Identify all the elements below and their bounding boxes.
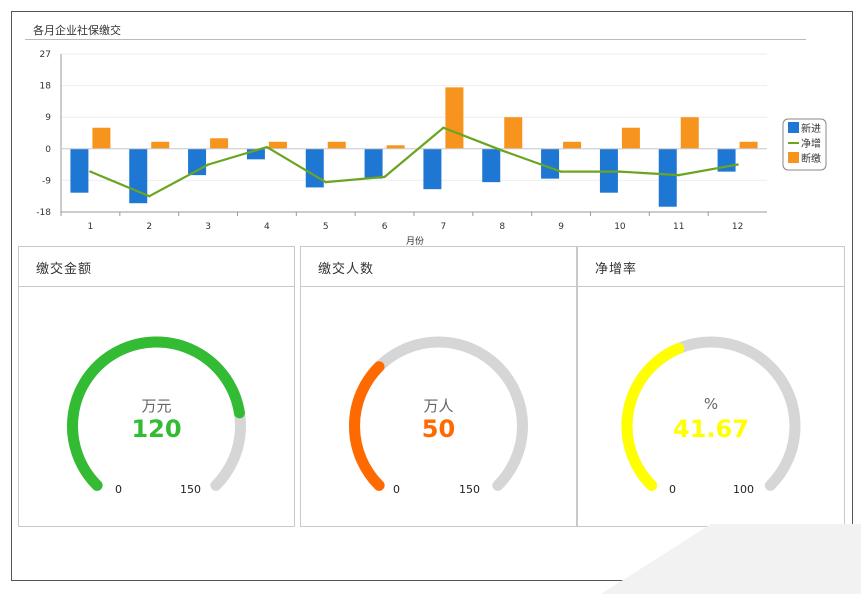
net-point-10 bbox=[618, 170, 622, 173]
gauge-panel-people: 缴交人数 万人 50 0 150 bbox=[300, 246, 577, 527]
bar-new-9 bbox=[541, 148, 560, 179]
net-point-5 bbox=[324, 180, 327, 184]
x-tick-label: 11 bbox=[673, 222, 684, 232]
x-tick-label: 6 bbox=[382, 222, 388, 232]
gauge-fill bbox=[67, 336, 245, 491]
net-point-7 bbox=[442, 126, 445, 129]
x-tick-label: 5 bbox=[323, 222, 329, 232]
net-point-8 bbox=[501, 149, 504, 152]
gauge-panel-amount: 缴交金额 万元 120 0 150 bbox=[18, 246, 295, 527]
gauge-title: 缴交人数 bbox=[301, 247, 576, 287]
bar-new-6 bbox=[364, 148, 383, 179]
bar-lapsed-1 bbox=[92, 127, 111, 149]
y-tick-label: 0 bbox=[45, 145, 51, 155]
x-tick-label: 12 bbox=[732, 222, 743, 232]
gauge-rate bbox=[621, 336, 801, 491]
x-tick-label: 4 bbox=[264, 222, 270, 232]
gauge-title: 净增率 bbox=[578, 247, 844, 287]
gauge-min-label: 0 bbox=[393, 483, 400, 496]
x-axis-label: 月份 bbox=[406, 235, 424, 247]
net-point-6 bbox=[383, 175, 386, 179]
x-tick-label: 10 bbox=[614, 222, 626, 232]
gauge-amount bbox=[67, 336, 246, 491]
bar-lapsed-10 bbox=[621, 127, 640, 149]
gauge-max-label: 150 bbox=[180, 483, 201, 496]
y-tick-label: -9 bbox=[42, 176, 51, 186]
net-point-2 bbox=[148, 195, 151, 198]
gauge-unit: 万元 bbox=[141, 397, 172, 415]
bar-lapsed-11 bbox=[680, 117, 699, 149]
gauge-max-label: 100 bbox=[733, 483, 754, 496]
bar-lapsed-12 bbox=[739, 141, 758, 149]
net-point-3 bbox=[206, 163, 210, 166]
gauge-fill bbox=[621, 342, 685, 491]
y-tick-label: -18 bbox=[36, 208, 51, 218]
bar-lapsed-4 bbox=[268, 141, 287, 149]
gauge-min-label: 0 bbox=[115, 483, 122, 496]
chart-title: 各月企业社保缴交 bbox=[33, 24, 121, 37]
bar-lapsed-2 bbox=[151, 141, 170, 149]
legend-swatch bbox=[788, 152, 799, 163]
gauge-title: 缴交金额 bbox=[19, 247, 294, 287]
legend-label: 净增 bbox=[801, 137, 821, 150]
gauge-value: 41.67 bbox=[673, 415, 749, 443]
net-point-4 bbox=[265, 145, 269, 149]
x-tick-label: 8 bbox=[499, 222, 505, 232]
legend-swatch bbox=[788, 122, 799, 133]
bar-lapsed-5 bbox=[327, 141, 346, 149]
net-point-12 bbox=[736, 163, 739, 166]
gauge-max-label: 150 bbox=[459, 483, 480, 496]
watermark-shape bbox=[601, 524, 861, 594]
gauge-value: 120 bbox=[131, 415, 182, 443]
legend-label: 新进 bbox=[801, 122, 821, 135]
net-point-1 bbox=[89, 170, 92, 173]
bar-new-4 bbox=[246, 148, 265, 160]
y-tick-label: 9 bbox=[45, 113, 51, 123]
gauge-panel-rate: 净增率 % 41.67 0 100 bbox=[577, 246, 845, 527]
bar-new-11 bbox=[658, 148, 677, 207]
net-line bbox=[89, 126, 738, 198]
x-tick-label: 2 bbox=[146, 222, 152, 232]
gauge-unit: % bbox=[703, 395, 719, 413]
gauge-min-label: 0 bbox=[669, 483, 676, 496]
x-tick-label: 9 bbox=[558, 222, 564, 232]
gauge-value: 50 bbox=[421, 415, 456, 443]
bar-new-8 bbox=[482, 148, 501, 183]
gauge-unit: 万人 bbox=[423, 397, 454, 415]
bar-lapsed-3 bbox=[210, 138, 229, 149]
y-tick-label: 27 bbox=[40, 50, 51, 60]
bar-new-1 bbox=[70, 148, 89, 193]
net-point-11 bbox=[677, 173, 680, 177]
net-point-9 bbox=[559, 170, 563, 173]
bar-new-7 bbox=[423, 148, 442, 190]
bar-new-5 bbox=[305, 148, 324, 188]
y-tick-label: 18 bbox=[40, 82, 52, 92]
bar-lapsed-7 bbox=[445, 87, 464, 149]
gauge-people bbox=[349, 336, 528, 491]
x-tick-label: 3 bbox=[205, 222, 211, 232]
title-divider bbox=[25, 39, 806, 40]
gauge-fill bbox=[349, 361, 385, 491]
bar-lapsed-8 bbox=[504, 117, 523, 149]
bar-lapsed-6 bbox=[386, 145, 405, 149]
bar-lapsed-9 bbox=[563, 141, 582, 149]
legend-label: 断缴 bbox=[801, 152, 821, 165]
x-tick-label: 7 bbox=[441, 222, 447, 232]
x-tick-label: 1 bbox=[88, 222, 94, 232]
